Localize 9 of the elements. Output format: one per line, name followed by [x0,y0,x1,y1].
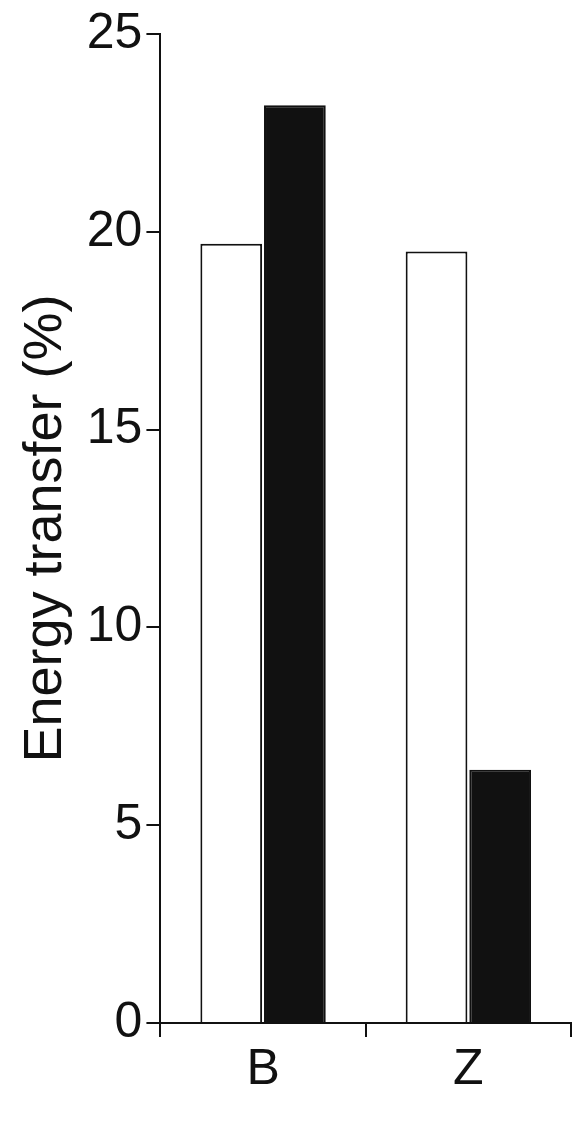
y-tick-label: 10 [86,596,143,653]
y-tick-label: 15 [86,398,143,455]
y-tick-label: 25 [86,2,143,59]
y-axis-title: Energy transfer (%) [12,294,73,763]
x-tick-label: B [246,1038,280,1095]
x-tick-label: Z [453,1038,484,1095]
y-tick-label: 20 [86,200,143,257]
y-tick-label: 0 [114,991,143,1048]
y-tick-label: 5 [114,793,143,850]
